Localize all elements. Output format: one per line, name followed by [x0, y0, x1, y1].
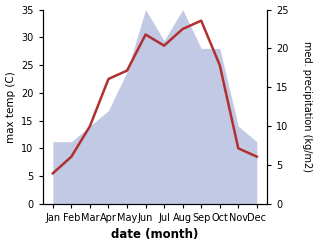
X-axis label: date (month): date (month) [111, 228, 198, 242]
Y-axis label: max temp (C): max temp (C) [5, 71, 16, 143]
Y-axis label: med. precipitation (kg/m2): med. precipitation (kg/m2) [302, 41, 313, 172]
